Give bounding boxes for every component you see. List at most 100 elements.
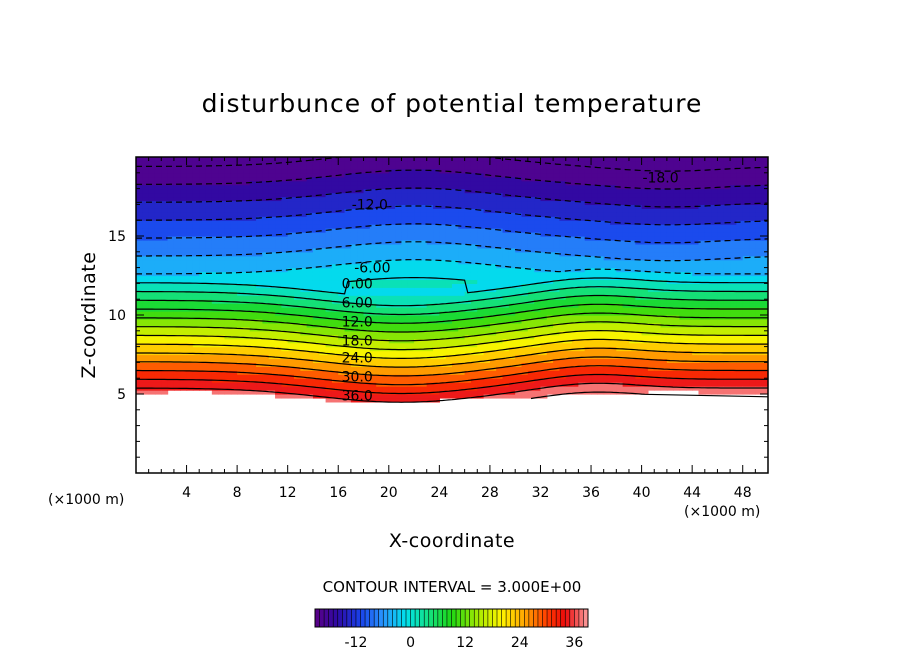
field-cell (388, 358, 396, 363)
field-cell (445, 334, 453, 340)
field-cell (180, 338, 188, 344)
field-cell (281, 236, 289, 241)
field-cell (470, 267, 478, 273)
field-cell (508, 259, 516, 265)
field-cell (205, 318, 213, 324)
field-cell (344, 236, 352, 241)
field-cell (635, 259, 643, 265)
field-cell (167, 283, 175, 288)
field-cell (521, 271, 529, 277)
field-cell (268, 192, 276, 198)
field-cell (477, 342, 485, 348)
field-cell (224, 157, 232, 162)
field-cell (369, 397, 377, 403)
field-cell (205, 263, 213, 269)
field-cell (173, 247, 181, 253)
field-cell (230, 374, 238, 379)
field-cell (142, 251, 150, 257)
field-cell (540, 354, 548, 360)
field-cell (186, 184, 194, 190)
field-cell (237, 366, 245, 371)
field-cell (420, 334, 428, 340)
field-cell (489, 176, 497, 182)
field-cell (483, 334, 491, 340)
field-cell (275, 287, 282, 292)
field-cell (401, 164, 409, 170)
field-cell (458, 358, 466, 363)
field-cell (508, 184, 516, 190)
field-cell (502, 200, 510, 205)
field-cell (597, 180, 605, 186)
field-cell (243, 232, 251, 237)
field-cell (515, 346, 523, 352)
field-cell (148, 362, 156, 367)
field-cell (647, 188, 655, 194)
field-cell (521, 334, 529, 340)
field-cell (218, 354, 226, 360)
field-cell (534, 338, 542, 344)
field-cell (136, 303, 143, 308)
field-cell (546, 318, 554, 324)
field-cell (287, 318, 295, 324)
field-cell (199, 196, 207, 202)
field-cell (142, 200, 150, 205)
field-cell (534, 295, 542, 300)
field-cell (452, 212, 459, 217)
field-cell (357, 303, 365, 308)
field-cell (180, 232, 188, 237)
field-cell (628, 299, 636, 304)
field-cell (445, 243, 453, 249)
field-cell (211, 192, 219, 198)
field-cell (249, 236, 257, 241)
field-cell (281, 164, 289, 170)
field-cell (433, 192, 440, 198)
field-cell (268, 228, 276, 233)
field-cell (325, 220, 333, 225)
field-cell (559, 208, 567, 213)
field-cell (597, 157, 605, 162)
field-cell (192, 176, 200, 182)
field-cell (635, 350, 643, 356)
field-cell (452, 334, 459, 340)
field-cell (578, 338, 586, 344)
field-cell (161, 164, 169, 170)
field-cell (502, 239, 510, 245)
field-cell (148, 220, 156, 225)
field-cell (407, 279, 415, 284)
field-cell (622, 322, 630, 328)
field-cell (464, 172, 472, 178)
field-cell (173, 338, 181, 344)
field-cell (192, 243, 200, 249)
field-cell (369, 164, 377, 170)
field-cell (515, 232, 523, 237)
field-cell (496, 362, 504, 367)
field-cell (565, 239, 573, 245)
field-cell (527, 354, 535, 360)
field-cell (230, 212, 238, 217)
field-cell (230, 382, 238, 387)
field-cell (312, 204, 320, 209)
field-cell (173, 184, 181, 190)
field-cell (262, 366, 270, 371)
field-cell (489, 358, 497, 363)
field-cell (635, 311, 643, 316)
field-cell (211, 326, 219, 332)
field-cell (616, 386, 624, 391)
field-cell (312, 354, 320, 360)
field-cell (452, 330, 459, 336)
field-cell (527, 267, 535, 273)
field-cell (230, 216, 238, 221)
field-cell (205, 259, 213, 265)
field-cell (249, 295, 257, 300)
field-cell (331, 172, 339, 178)
field-cell (173, 212, 181, 217)
field-cell (508, 192, 516, 198)
field-cell (154, 283, 162, 288)
field-cell (312, 342, 320, 348)
field-cell (369, 208, 377, 213)
field-cell (515, 271, 523, 277)
field-cell (287, 370, 295, 375)
field-cell (515, 338, 523, 344)
field-cell (603, 374, 611, 379)
field-cell (540, 362, 548, 367)
